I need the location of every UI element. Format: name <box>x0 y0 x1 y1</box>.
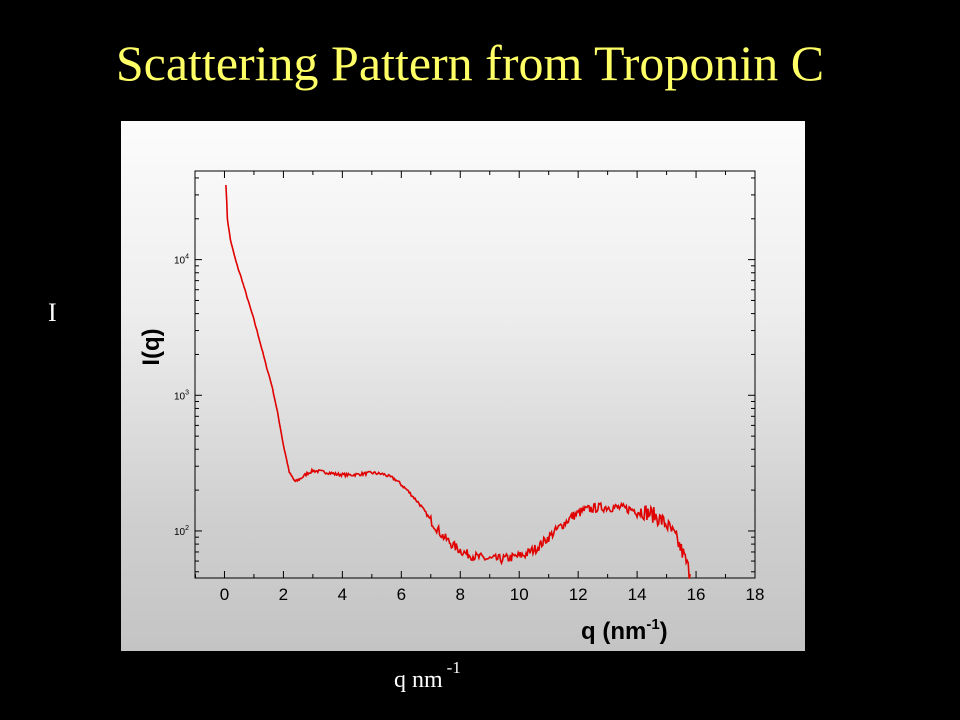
x-tick-label: 0 <box>220 585 229 604</box>
x-axis-label: q (nm-1) <box>581 616 668 645</box>
y-tick-exponent: 4 <box>185 254 189 261</box>
y-tick-exponent: 3 <box>185 389 189 396</box>
y-tick-label: 103 <box>174 389 189 402</box>
x-tick-label: 4 <box>338 585 347 604</box>
side-axis-label: I <box>48 298 57 327</box>
y-tick-label: 102 <box>174 525 189 538</box>
x-axis-label-close: ) <box>660 618 668 645</box>
x-tick-label: 6 <box>397 585 406 604</box>
y-tick-base: 10 <box>174 527 186 538</box>
x-tick-label: 12 <box>569 585 588 604</box>
bottom-axis-label-base: q nm <box>394 667 443 693</box>
x-tick-label: 10 <box>510 585 529 604</box>
bottom-axis-label: q nm -1 <box>394 658 461 694</box>
x-axis-label-exponent: -1 <box>646 616 659 633</box>
x-tick-label: 16 <box>687 585 706 604</box>
x-tick-label: 8 <box>456 585 465 604</box>
bottom-axis-label-exponent: -1 <box>446 658 461 677</box>
y-tick-base: 10 <box>174 256 186 267</box>
y-tick-exponent: 2 <box>185 525 189 532</box>
x-axis-ticks: 0 2 4 6 8 10 12 14 16 18 <box>195 171 765 604</box>
y-tick-label: 104 <box>174 254 189 267</box>
x-tick-label: 14 <box>628 585 647 604</box>
slide-title: Scattering Pattern from Troponin C <box>115 35 825 91</box>
chart-panel: 0 2 4 6 8 10 12 14 16 18 102 103 104 I(q) q (nm-1) <box>121 121 805 651</box>
intensity-curve <box>225 184 691 579</box>
x-tick-label: 18 <box>746 585 765 604</box>
y-axis-label: I(q) <box>138 328 165 365</box>
x-tick-label: 2 <box>279 585 288 604</box>
plot-frame <box>194 170 756 579</box>
y-tick-base: 10 <box>174 391 186 402</box>
x-axis-label-base: q (nm <box>581 618 646 645</box>
